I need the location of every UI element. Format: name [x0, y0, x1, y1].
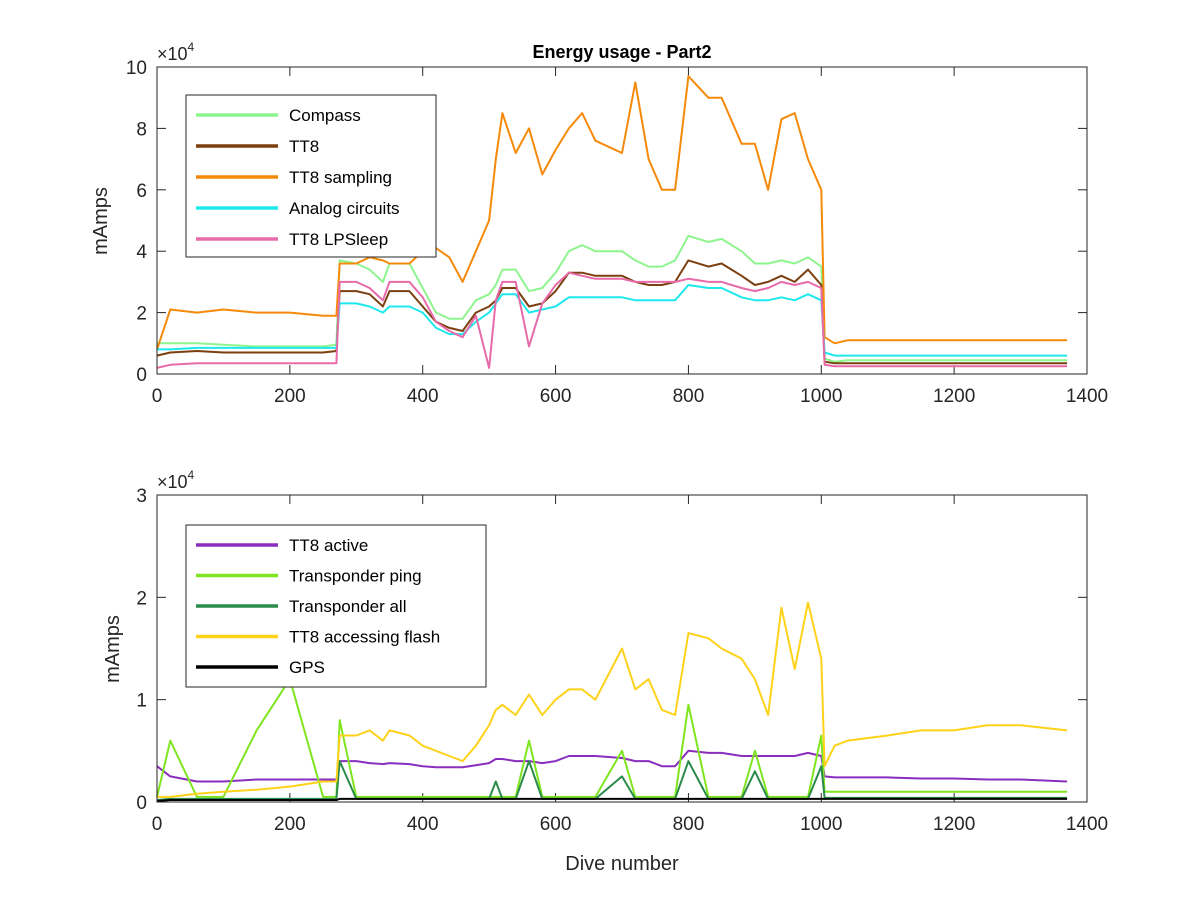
x-tick-label: 1000: [800, 386, 842, 407]
legend-label: TT8 LPSleep: [289, 230, 388, 249]
x-tick-label: 200: [274, 386, 306, 407]
x-tick-label: 400: [407, 814, 439, 835]
series-line-transponder-ping: [156, 678, 1068, 798]
x-tick-label: 1200: [933, 386, 975, 407]
y-tick-label: 6: [136, 181, 147, 202]
bottom-y-exponent: ×104: [157, 468, 195, 492]
y-tick-label: 10: [126, 58, 147, 79]
legend-label: Transponder ping: [289, 567, 422, 586]
x-tick-label: 1200: [933, 814, 975, 835]
top-legend: Compass TT8 TT8 sampling Analog circuits TT8…: [185, 94, 437, 258]
plot-frame: [156, 494, 1088, 803]
top-series-lines: [156, 75, 1068, 369]
y-tick-label: 1: [136, 691, 147, 712]
x-tick-label: 800: [673, 386, 705, 407]
bottom-chart-panel: ×104 mAmps Dive number 0 200 400 600 800 1000…: [102, 468, 1108, 875]
top-chart-title: Energy usage - Part2: [532, 42, 711, 62]
top-y-exponent: ×104: [157, 40, 195, 64]
bottom-x-ticks: 0 200 400 600 800 1000 1200 1400: [152, 495, 1108, 835]
y-tick-label: 0: [136, 365, 147, 386]
y-tick-label: 2: [136, 588, 147, 609]
x-tick-label: 0: [152, 386, 163, 407]
top-chart-panel: Energy usage - Part2 ×104 mAmps 0 200 400 6…: [90, 40, 1108, 407]
y-tick-label: 0: [136, 793, 147, 814]
y-tick-label: 4: [136, 242, 147, 263]
x-tick-label: 200: [274, 814, 306, 835]
x-tick-label: 1400: [1066, 814, 1108, 835]
x-tick-label: 1000: [800, 814, 842, 835]
y-tick-label: 8: [136, 119, 147, 140]
legend-label: GPS: [289, 658, 325, 677]
plot-frame: [156, 66, 1088, 375]
x-tick-label: 800: [673, 814, 705, 835]
legend-label: TT8 accessing flash: [289, 628, 440, 647]
bottom-x-axis-label: Dive number: [565, 853, 679, 875]
top-x-ticks: 0 200 400 600 800 1000 1200 1400: [152, 67, 1108, 407]
series-line-tt8-sampling: [156, 75, 1068, 350]
bottom-legend: TT8 active Transponder ping Transponder al…: [185, 524, 487, 688]
legend-label: TT8 sampling: [289, 168, 392, 187]
series-line-tt8-lpsleep: [156, 271, 1068, 369]
legend-label: TT8: [289, 137, 319, 156]
series-line-gps: [156, 797, 1068, 802]
bottom-series-lines: [156, 601, 1068, 802]
y-tick-label: 2: [136, 304, 147, 325]
legend-label: TT8 active: [289, 536, 368, 555]
legend-label: Compass: [289, 106, 361, 125]
bottom-y-ticks: 0 1 2 3: [136, 486, 1087, 814]
bottom-y-axis-label: mAmps: [102, 615, 124, 683]
legend-label: Transponder all: [289, 597, 407, 616]
y-tick-label: 3: [136, 486, 147, 507]
series-line-tt8-accessing-flash: [157, 601, 1068, 798]
x-tick-label: 0: [152, 814, 163, 835]
x-tick-label: 400: [407, 386, 439, 407]
x-tick-label: 600: [540, 386, 572, 407]
top-y-axis-label: mAmps: [90, 187, 112, 255]
legend-label: Analog circuits: [289, 199, 400, 218]
x-tick-label: 600: [540, 814, 572, 835]
x-tick-label: 1400: [1066, 386, 1108, 407]
